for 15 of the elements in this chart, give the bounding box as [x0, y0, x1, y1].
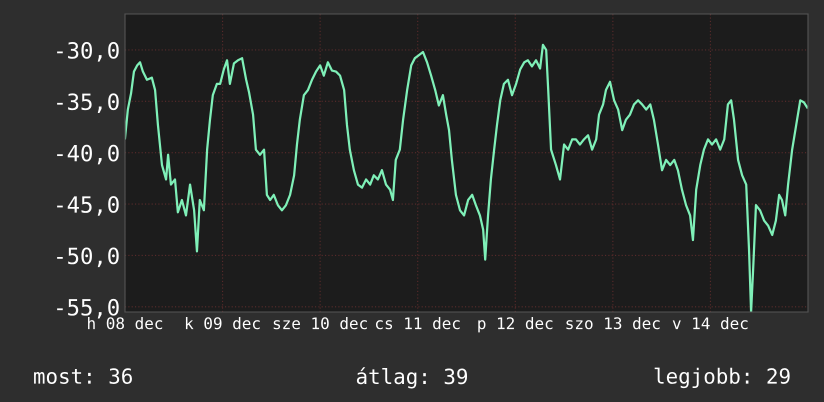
y-tick-label: -30,0	[57, 42, 119, 62]
text: legjobb: 29	[654, 368, 790, 388]
text: most: 36	[34, 368, 132, 384]
y-tick-label: -55,0	[57, 298, 119, 318]
x-tick-label: k 09 dec	[186, 316, 260, 330]
x-tick-label: v 14 dec	[672, 316, 748, 330]
x-tick-label: p 12 dec	[478, 316, 552, 332]
y-tick-label: -40,0	[57, 144, 119, 164]
y-tick-label: -35,0	[57, 93, 119, 113]
x-tick-label: szo 13 dec	[566, 316, 660, 330]
x-tick-label: cs 11 dec	[376, 316, 460, 330]
text: átlag: 39	[356, 367, 468, 388]
y-tick-label: -50,0	[57, 247, 119, 268]
x-tick-label: sze 10 dec	[274, 316, 367, 330]
y-tick-label: -45,0	[57, 196, 119, 216]
